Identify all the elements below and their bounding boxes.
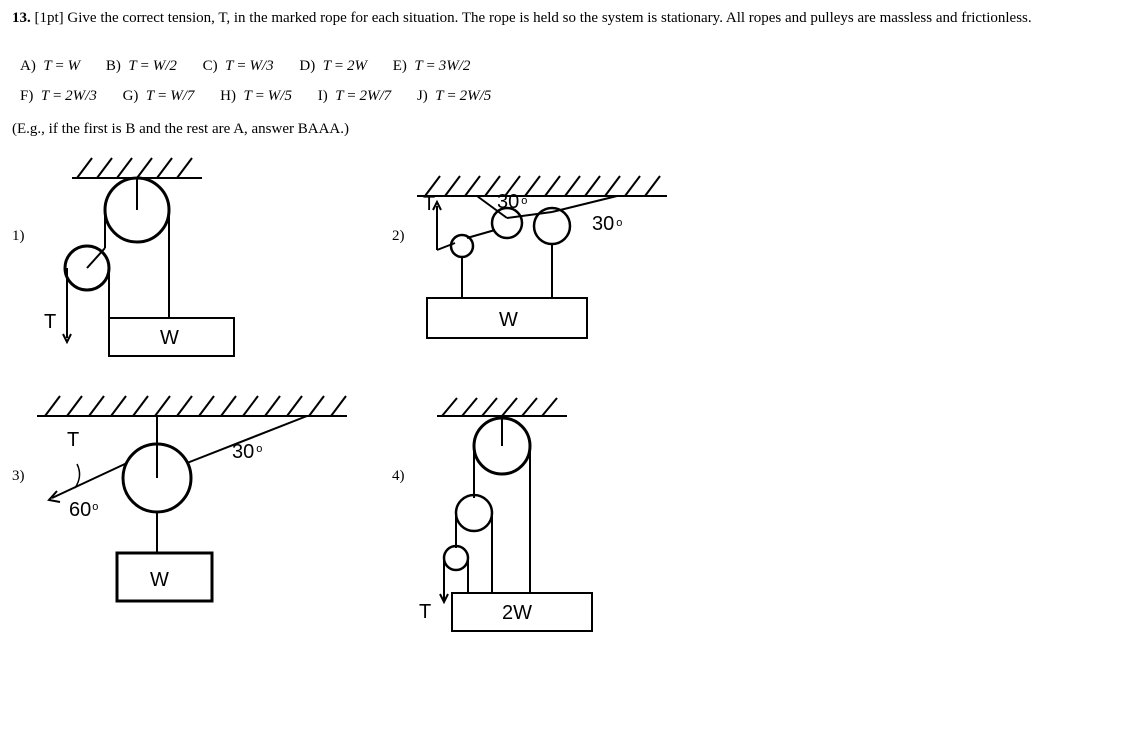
figure-2-angle1: 30o bbox=[497, 191, 527, 213]
choice-i: I) T = 2W/7 bbox=[318, 81, 391, 111]
figure-3-T-label: T bbox=[67, 429, 79, 451]
question-text: Give the correct tension, T, in the mark… bbox=[67, 10, 1031, 26]
question-number: 13. bbox=[12, 10, 31, 26]
choice-f: F) T = 2W/3 bbox=[20, 81, 97, 111]
choice-b: B) T = W/2 bbox=[106, 51, 177, 81]
figure-2-angle2: 30o bbox=[592, 213, 622, 235]
figure-3-label: 3) bbox=[12, 468, 25, 485]
example-hint: (E.g., if the first is B and the rest ar… bbox=[12, 121, 1119, 138]
figure-1-W-label: W bbox=[160, 327, 179, 349]
question-prompt: 13. [1pt] Give the correct tension, T, i… bbox=[12, 10, 1119, 27]
figure-1-T-label: T bbox=[44, 311, 56, 333]
figure-3-angle60: 60o bbox=[69, 499, 98, 521]
figure-4-label: 4) bbox=[392, 468, 405, 485]
figure-3-angle30: 30o bbox=[232, 441, 262, 463]
figure-2-label: 2) bbox=[392, 228, 405, 245]
figure-2-svg: 30o 30o T W bbox=[407, 158, 707, 348]
figure-2-T-label: T bbox=[423, 193, 435, 215]
choices-row-1: A) T = W B) T = W/2 C) T = W/3 D) T = 2W… bbox=[20, 51, 1119, 111]
page-root: 13. [1pt] Give the correct tension, T, i… bbox=[0, 0, 1131, 678]
choice-a: A) T = W bbox=[20, 51, 80, 81]
choice-h: H) T = W/5 bbox=[220, 81, 292, 111]
choice-c: C) T = W/3 bbox=[203, 51, 274, 81]
choice-j: J) T = 2W/5 bbox=[417, 81, 491, 111]
figure-3-W-label: W bbox=[150, 569, 169, 591]
figure-4-T-label: T bbox=[419, 601, 431, 623]
question-points: [1pt] bbox=[35, 10, 64, 26]
figure-4-W-label: 2W bbox=[502, 602, 532, 624]
choice-d: D) T = 2W bbox=[299, 51, 367, 81]
figure-1-svg: T W bbox=[32, 148, 262, 368]
choice-e: E) T = 3W/2 bbox=[393, 51, 471, 81]
figure-3-svg: T 60o 30o W bbox=[27, 378, 367, 608]
figure-4-svg: T 2W bbox=[407, 388, 637, 638]
figure-grid: 1) T W bbox=[12, 148, 712, 648]
figure-2-W-label: W bbox=[499, 309, 518, 331]
figure-1-label: 1) bbox=[12, 228, 25, 245]
choice-g: G) T = W/7 bbox=[123, 81, 195, 111]
